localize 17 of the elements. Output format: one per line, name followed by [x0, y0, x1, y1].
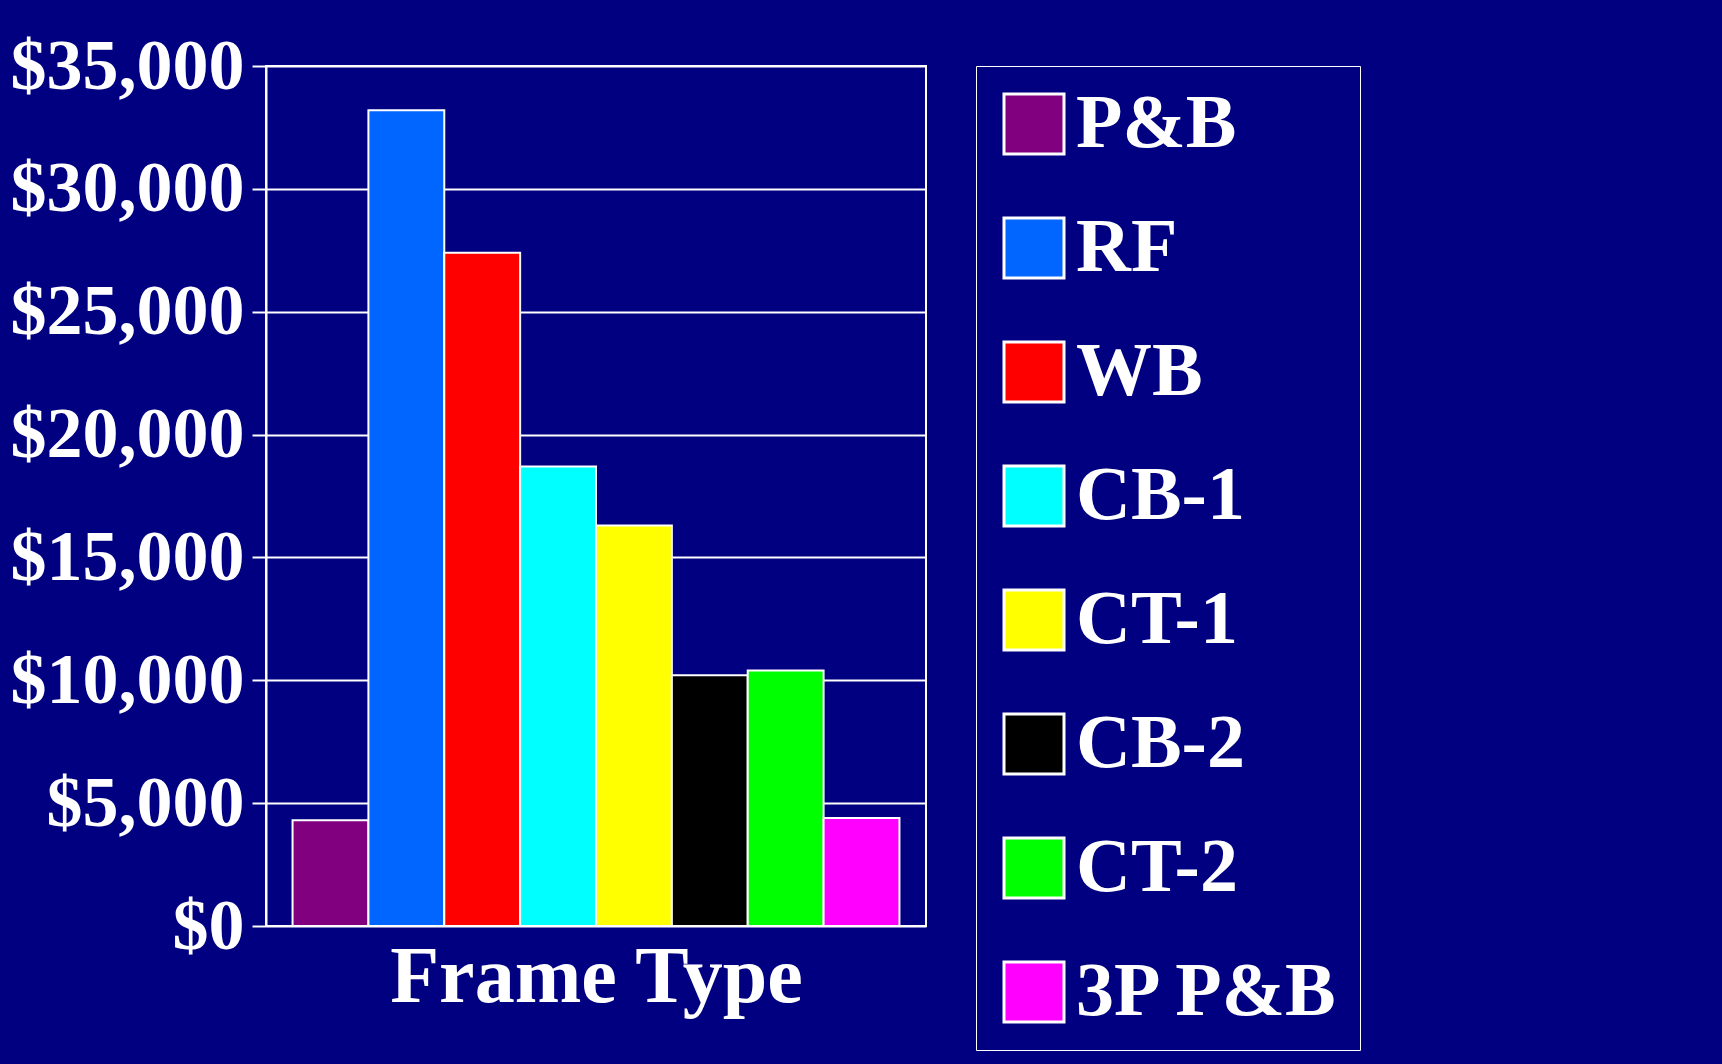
- legend-label: CB-1: [1076, 451, 1245, 535]
- legend-label: P&B: [1076, 79, 1237, 163]
- y-tick-label: $30,000: [10, 147, 245, 228]
- legend-label: CB-2: [1076, 699, 1245, 783]
- y-tick-label: $25,000: [10, 270, 245, 351]
- y-tick-label: $5,000: [46, 761, 245, 842]
- y-tick-label: $15,000: [10, 515, 245, 596]
- legend-label: CT-2: [1076, 823, 1238, 907]
- legend-label: CT-1: [1076, 575, 1238, 659]
- y-tick-label: $0: [172, 884, 245, 965]
- legend-label: 3P P&B: [1076, 947, 1336, 1031]
- x-axis-title: Frame Type: [390, 930, 803, 1019]
- y-tick-label: $10,000: [10, 638, 245, 719]
- legend-label: RF: [1076, 203, 1178, 287]
- legend-label: WB: [1076, 327, 1203, 411]
- y-tick-label: $35,000: [10, 24, 245, 105]
- y-tick-label: $20,000: [10, 393, 245, 474]
